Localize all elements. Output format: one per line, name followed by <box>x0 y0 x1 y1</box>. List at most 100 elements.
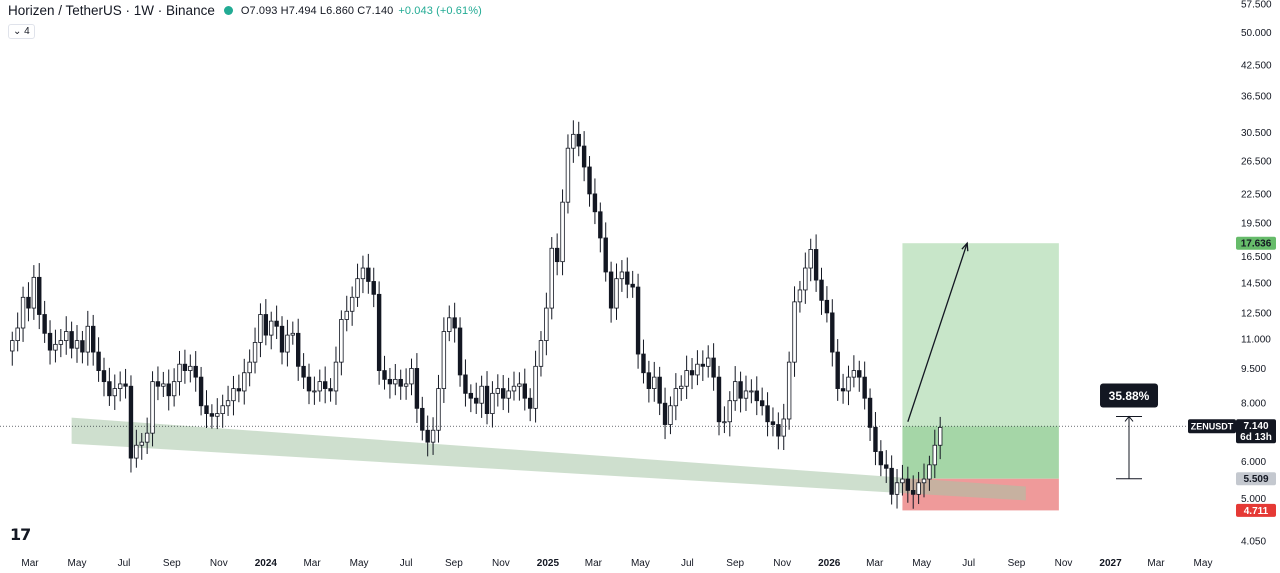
candle <box>608 261 614 323</box>
candle-down <box>738 381 743 399</box>
candle <box>576 121 581 157</box>
last-price-badge-label: 7.140 <box>1243 421 1268 432</box>
time-tick-label: 2025 <box>537 558 560 569</box>
time-tick-label: 2024 <box>255 558 278 569</box>
candle-down <box>484 385 490 414</box>
time-axis[interactable]: Mar May Jul Sep Nov 2024 Mar May Jul Sep Nov 2025 Ma… <box>21 558 1212 569</box>
candle-up <box>409 368 414 385</box>
candle <box>840 373 846 404</box>
candle-up <box>215 413 220 417</box>
candle <box>382 355 387 390</box>
candle-down <box>414 368 420 409</box>
candle <box>376 281 382 385</box>
candle-up <box>851 370 857 378</box>
arrow-head-icon <box>961 241 969 252</box>
candle <box>263 299 269 346</box>
candle <box>603 222 608 282</box>
candle-down <box>198 376 204 407</box>
candle <box>231 375 236 416</box>
candle-up <box>441 331 447 389</box>
candle-down <box>873 426 878 452</box>
change-readout: +0.043 (+0.61%) <box>398 4 482 17</box>
candle <box>522 368 527 411</box>
candle <box>42 300 47 343</box>
candle-up <box>846 376 851 392</box>
candle <box>117 371 123 402</box>
candle <box>306 363 312 405</box>
price-tick-label: 5.000 <box>1241 494 1266 505</box>
candle <box>824 286 830 323</box>
candle-down <box>263 314 269 336</box>
last-price-badge <box>1236 419 1276 444</box>
candle-down <box>689 370 695 376</box>
candle <box>646 360 652 403</box>
candle <box>819 267 824 315</box>
candle <box>474 382 479 414</box>
candle-down <box>625 271 630 285</box>
tradingview-logo[interactable]: 17 <box>10 525 31 544</box>
candle-down <box>398 378 403 387</box>
candle <box>452 302 457 343</box>
symbol-title[interactable]: Horizen / TetherUS · 1W · Binance <box>8 3 215 18</box>
candle-down <box>42 314 47 334</box>
candle <box>107 367 112 406</box>
candle <box>830 299 835 367</box>
candle <box>441 317 447 403</box>
candle <box>851 355 857 388</box>
candle-down <box>26 296 31 309</box>
candle <box>706 345 711 378</box>
price-tick-label: 6.000 <box>1241 457 1266 468</box>
candle-up <box>695 363 700 376</box>
candle <box>641 339 646 384</box>
candle-up <box>355 278 360 298</box>
candle <box>743 375 749 411</box>
candle <box>430 417 436 455</box>
candle <box>225 385 231 416</box>
candle <box>652 361 657 402</box>
position-zones <box>902 243 1059 511</box>
candle <box>80 330 85 364</box>
candle-up <box>506 390 511 399</box>
candle-down <box>765 405 770 423</box>
candle-up <box>684 370 689 387</box>
time-tick-label: Nov <box>492 558 510 569</box>
time-tick-label: Mar <box>585 558 603 569</box>
candle <box>128 375 134 473</box>
candle-down <box>155 381 161 387</box>
candle-down <box>322 381 328 389</box>
candle-up <box>786 361 792 420</box>
candle <box>759 387 765 416</box>
indicators-toggle-button[interactable]: ⌄ 4 <box>8 24 35 39</box>
candle <box>279 316 285 365</box>
price-tick-label: 19.500 <box>1241 218 1272 229</box>
candle <box>204 390 209 429</box>
candle-up <box>161 383 166 387</box>
candle-up <box>679 385 684 389</box>
candle <box>867 388 873 441</box>
candle <box>436 374 441 443</box>
candle <box>31 265 37 320</box>
candle <box>900 464 905 496</box>
candle-up <box>112 388 117 397</box>
candle-down <box>376 293 382 371</box>
candle-down <box>457 327 463 376</box>
candle <box>544 292 549 356</box>
candle-down <box>501 388 506 399</box>
candle-down <box>452 317 457 329</box>
candle-down <box>598 211 603 239</box>
candle <box>333 346 339 405</box>
candle <box>716 365 722 436</box>
candle <box>274 305 279 340</box>
candle <box>134 429 139 468</box>
candle <box>247 349 252 387</box>
candle <box>177 350 182 396</box>
candle <box>123 368 128 399</box>
candle-up <box>339 319 344 363</box>
candle-up <box>252 342 258 363</box>
candle <box>878 440 884 477</box>
candle <box>252 327 258 374</box>
price-axis[interactable]: 57.500 50.000 42.500 36.500 30.500 26.500 22.5… <box>1241 0 1272 548</box>
candle <box>662 387 668 440</box>
